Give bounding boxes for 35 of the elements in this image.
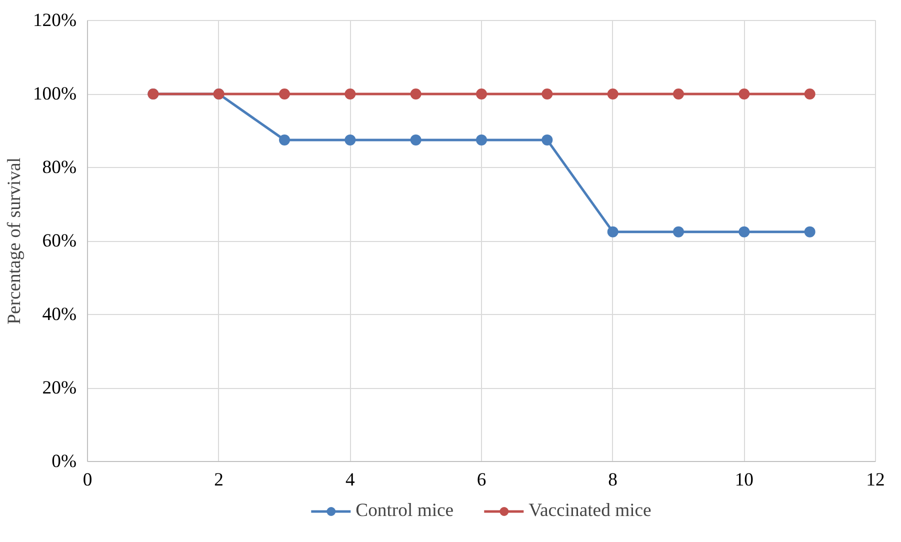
x-tick-label: 6 [476, 470, 486, 490]
point [410, 88, 422, 100]
point [542, 134, 553, 146]
y-axis-title: Percentage of survival [4, 158, 25, 324]
point [738, 88, 750, 100]
x-tick-label: 0 [82, 470, 92, 490]
point [607, 88, 618, 100]
point [476, 88, 487, 100]
x-tick-label: 10 [734, 470, 754, 490]
point [607, 226, 618, 238]
point [738, 226, 750, 238]
point [542, 88, 553, 100]
y-tick-label: 60% [42, 230, 77, 252]
x-tick-label: 8 [608, 470, 618, 490]
y-tick-label: 0% [52, 451, 77, 472]
point [279, 134, 290, 146]
legend-label: Control mice [356, 500, 454, 522]
y-tick-label: 100% [32, 84, 77, 104]
point [804, 88, 816, 100]
x-tick-label: 2 [214, 470, 224, 490]
point [476, 134, 487, 146]
y-tick-label: 120% [32, 10, 77, 31]
point [344, 88, 356, 100]
legend-label: Vaccinated mice [528, 500, 652, 522]
point [673, 88, 684, 100]
x-tick-label: 12 [866, 470, 885, 490]
y-tick-label: 80% [42, 157, 77, 178]
y-tick-label: 40% [42, 304, 77, 325]
x-tick-label: 4 [346, 470, 356, 490]
point [344, 134, 356, 146]
point [279, 88, 290, 100]
y-tick-label: 20% [42, 378, 77, 398]
point [804, 226, 816, 238]
point [673, 226, 684, 238]
point [410, 134, 422, 146]
